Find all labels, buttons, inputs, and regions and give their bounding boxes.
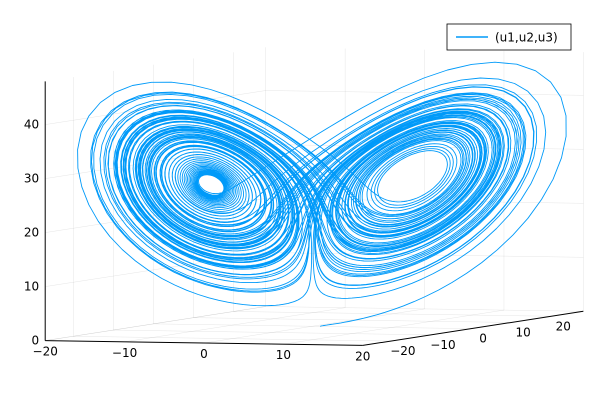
grid-line-z-back [265,306,584,312]
grid-line-y [153,323,472,329]
y-tick-label: 10 [516,325,531,339]
legend: (u1,u2,u3) [446,23,572,51]
legend-label: (u1,u2,u3) [495,31,558,45]
z-tick-label: 10 [24,280,39,294]
series-line [77,61,567,327]
grid-line-z [45,306,266,341]
axis-layer [44,81,584,346]
grid-line-y [233,311,552,317]
grid-line-z-back [265,252,584,258]
y-axis-line [362,310,584,346]
z-tick-label: 20 [24,226,39,240]
grid-line-x [45,306,266,341]
y-tick-label: −20 [390,344,415,358]
label-layer: −20 −10 0 10 20 −20 −10 0 10 20 0 10 20 30 40 [24,118,571,364]
x-tick-label: 20 [355,349,370,363]
grid-line-x [283,309,504,345]
grid-line-x [203,308,425,344]
grid-line-y [73,336,391,342]
x-tick-label: −10 [112,346,137,360]
grid-line-x [124,307,346,343]
z-tick-label: 0 [32,334,40,348]
y-tick-label: 0 [479,332,487,346]
y-tick-label: 20 [556,319,571,333]
x-tick-label: 0 [200,347,208,361]
z-tick-label: 30 [24,172,39,186]
z-tick-label: 40 [24,118,39,132]
x-tick-label: 10 [276,348,291,362]
x-axis-line [45,340,363,346]
y-tick-label: −10 [430,338,455,352]
grid-line-y [193,317,512,323]
grid-line-y [113,329,431,336]
data-layer [77,61,567,327]
x-tick-label: −20 [33,345,58,359]
